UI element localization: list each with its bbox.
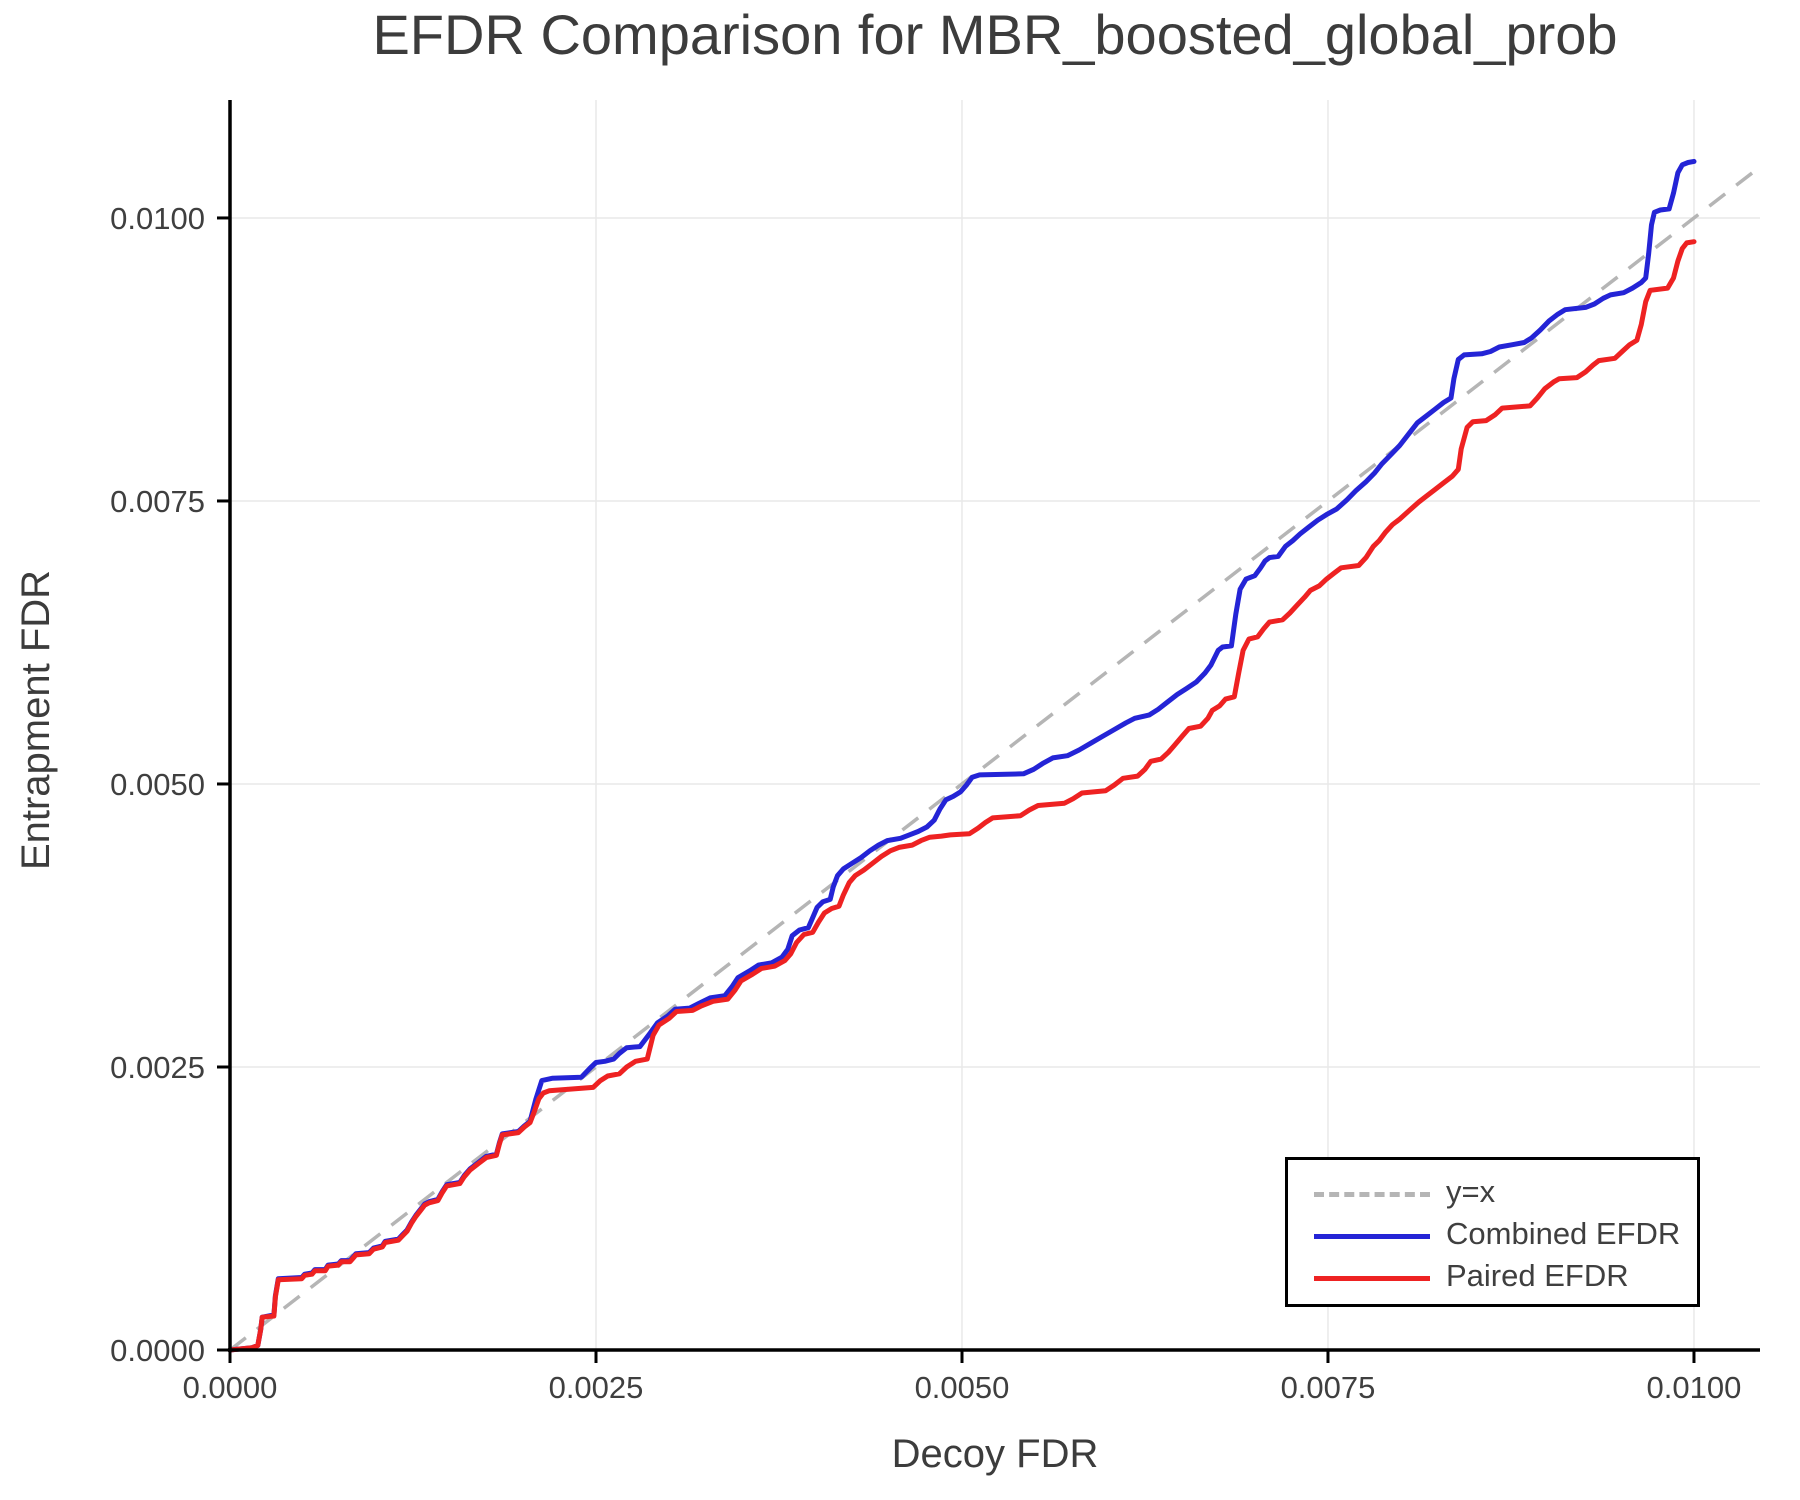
chart-title: EFDR Comparison for MBR_boosted_global_p… (372, 3, 1618, 66)
axis-tick-labels: 0.0000 0.0025 0.0050 0.0075 0.0100 0.0000 0.00… (110, 201, 1741, 1405)
legend-box: y=x Combined EFDR Paired EFDR (1285, 1157, 1700, 1307)
x-tick-label: 0.0100 (1647, 1370, 1742, 1405)
y-equals-x-line (228, 165, 1762, 1352)
y-tick-label: 0.0025 (110, 1050, 205, 1085)
y-tick-label: 0.0100 (110, 201, 205, 236)
y-tick-label: 0.0075 (110, 484, 205, 519)
x-tick-label: 0.0025 (549, 1370, 644, 1405)
legend-label-yx: y=x (1446, 1174, 1496, 1209)
y-tick-label: 0.0000 (110, 1333, 205, 1368)
legend-label-combined: Combined EFDR (1446, 1216, 1681, 1251)
x-axis-title: Decoy FDR (891, 1432, 1099, 1476)
x-tick-label: 0.0000 (183, 1370, 278, 1405)
paired-efdr-curve (227, 239, 1697, 1353)
x-tick-label: 0.0075 (1281, 1370, 1376, 1405)
y-tick-label: 0.0050 (110, 767, 205, 802)
legend-row-yx: y=x (1288, 1170, 1697, 1214)
y-axis-title-text: Entrapment FDR (14, 569, 58, 871)
axis-spines (228, 100, 1760, 1352)
legend-row-combined: Combined EFDR (1288, 1212, 1697, 1256)
y-equals-x-reference-line (228, 165, 1762, 1352)
x-tick-label: 0.0050 (915, 1370, 1010, 1405)
legend-label-paired: Paired EFDR (1446, 1258, 1629, 1293)
axis-ticks (217, 216, 1696, 1363)
data-series-lines (227, 158, 1697, 1353)
legend-row-paired: Paired EFDR (1288, 1254, 1697, 1298)
